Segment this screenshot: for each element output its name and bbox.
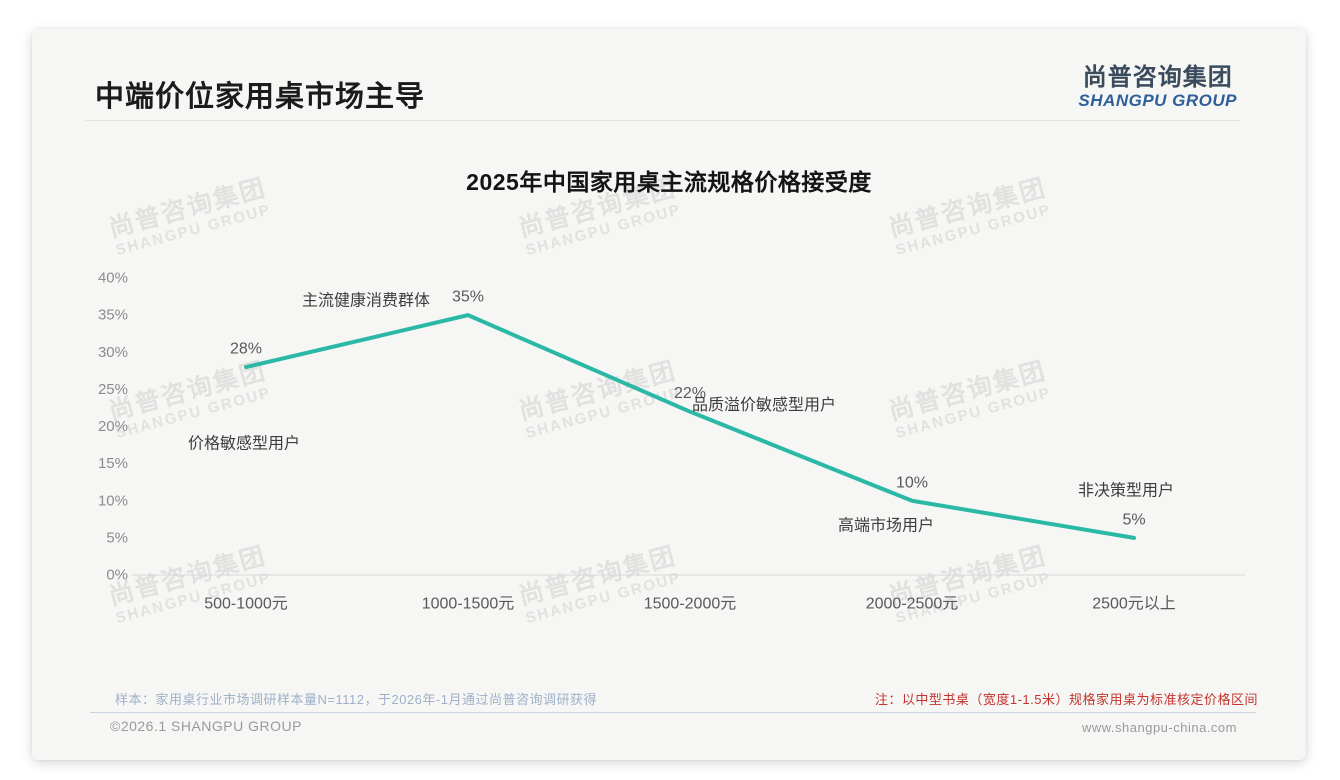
data-point-label: 35% [452,289,484,306]
y-axis-tick-label: 35% [98,307,128,324]
sample-footnote: 样本：家用桌行业市场调研样本量N=1112，于2026年-1月通过尚普咨询调研获… [115,692,597,707]
x-axis-category-label: 1500-2000元 [644,596,737,613]
data-point-label: 10% [896,474,928,491]
price-basis-footnote: 注：以中型书桌（宽度1-1.5米）规格家用桌为标准核定价格区间 [874,692,1258,707]
logo-en-text: SHANGPU GROUP [1078,91,1237,110]
segment-annotation: 价格敏感型用户 [188,435,300,453]
slide-card: 尚普咨询集团 SHANGPU GROUP 尚普咨询集团 SHANGPU GROUP 尚普… [32,29,1306,760]
y-axis-tick-label: 20% [98,418,128,435]
data-point-label: 28% [230,341,262,358]
y-axis-tick-label: 40% [98,270,128,287]
data-point-label: 5% [1122,511,1145,528]
chart-title: 2025年中国家用桌主流规格价格接受度 [466,169,872,195]
company-logo: 尚普咨询集团 SHANGPU GROUP [1078,64,1237,111]
footer-divider [90,712,1256,713]
y-axis-tick-label: 15% [98,455,128,472]
y-axis-tick-label: 30% [98,344,128,361]
trend-line [244,313,1136,540]
copyright-text: ©2026.1 SHANGPU GROUP [110,718,302,734]
header-divider [85,120,1240,121]
segment-annotation: 品质溢价敏感型用户 [692,396,836,414]
x-axis-category-label: 2000-2500元 [866,596,959,613]
segment-annotation: 非决策型用户 [1078,481,1174,499]
segment-annotation: 主流健康消费群体 [302,292,430,310]
segment-annotation: 高端市场用户 [838,516,934,534]
x-axis-category-label: 2500元以上 [1092,595,1176,613]
page-title: 中端价位家用桌市场主导 [95,81,426,113]
y-axis-tick-label: 25% [98,381,128,398]
y-axis-tick-label: 0% [106,567,128,584]
data-point-label: 22% [674,385,706,402]
x-axis-category-label: 1000-1500元 [422,596,515,613]
y-axis-tick-label: 5% [106,529,128,546]
logo-cn-text: 尚普咨询集团 [1082,64,1233,91]
line-chart: 0% 5% 10% 15% 20% 25% 30% 35% 40% 28% 35% 22% 10% 5% 价… [98,270,1245,613]
x-axis-category-label: 500-1000元 [204,596,288,613]
website-text: www.shangpu-china.com [1081,720,1237,735]
y-axis-tick-label: 10% [98,492,128,509]
